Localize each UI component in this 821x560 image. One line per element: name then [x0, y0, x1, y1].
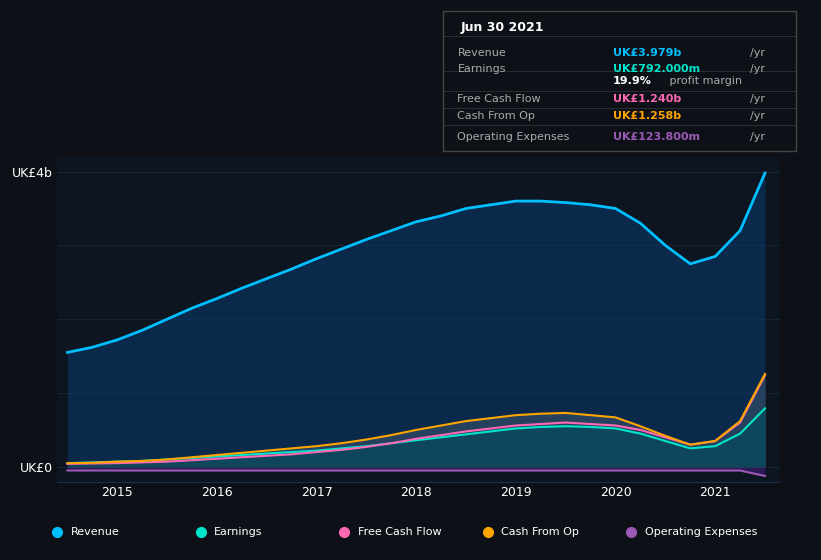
Text: Earnings: Earnings: [457, 64, 506, 74]
Text: /yr: /yr: [750, 111, 765, 121]
Text: Cash From Op: Cash From Op: [457, 111, 535, 121]
Text: /yr: /yr: [750, 95, 765, 104]
Text: UK£3.979b: UK£3.979b: [612, 48, 681, 58]
Text: profit margin: profit margin: [666, 76, 742, 86]
Text: UK£792.000m: UK£792.000m: [612, 64, 700, 74]
Text: /yr: /yr: [750, 48, 765, 58]
Text: Cash From Op: Cash From Op: [501, 527, 579, 537]
Text: /yr: /yr: [750, 64, 765, 74]
Text: Earnings: Earnings: [214, 527, 263, 537]
Text: UK£1.258b: UK£1.258b: [612, 111, 681, 121]
Text: Revenue: Revenue: [457, 48, 507, 58]
Text: Revenue: Revenue: [71, 527, 119, 537]
Text: Free Cash Flow: Free Cash Flow: [457, 95, 541, 104]
Text: UK£1.240b: UK£1.240b: [612, 95, 681, 104]
Text: Jun 30 2021: Jun 30 2021: [461, 21, 544, 34]
Text: Free Cash Flow: Free Cash Flow: [358, 527, 441, 537]
Text: Operating Expenses: Operating Expenses: [457, 132, 570, 142]
Text: /yr: /yr: [750, 132, 765, 142]
Text: Operating Expenses: Operating Expenses: [644, 527, 757, 537]
Text: 19.9%: 19.9%: [612, 76, 652, 86]
Text: UK£123.800m: UK£123.800m: [612, 132, 699, 142]
